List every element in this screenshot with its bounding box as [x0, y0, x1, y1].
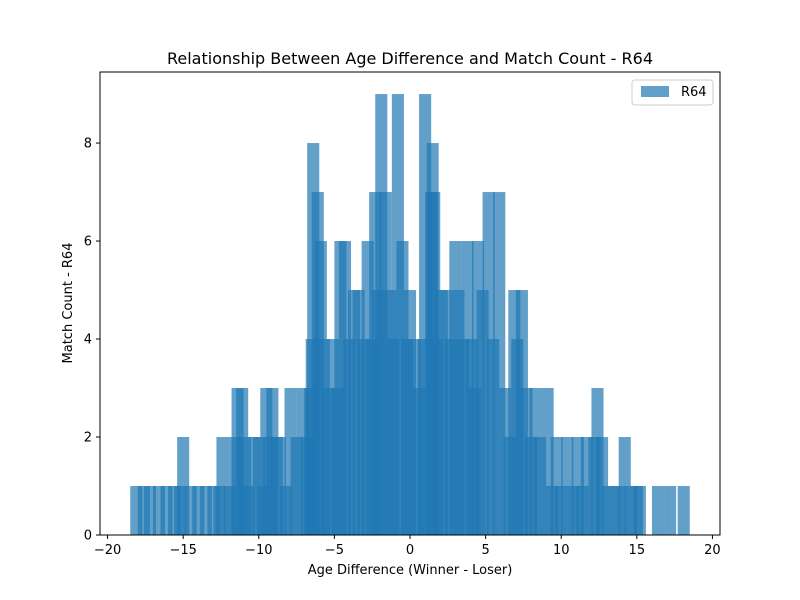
- x-tick-label: 15: [629, 543, 646, 558]
- bar: [664, 486, 677, 535]
- y-tick-label: 0: [84, 529, 92, 544]
- x-tick-label: 5: [481, 543, 489, 558]
- bar-series-r64: [130, 94, 690, 536]
- legend-swatch: [641, 86, 669, 97]
- x-tick-label: −10: [245, 543, 272, 558]
- bar: [677, 486, 690, 535]
- legend: R64: [631, 79, 714, 106]
- y-tick-label: 2: [84, 431, 92, 446]
- x-tick-label: 20: [704, 543, 721, 558]
- x-tick-label: 0: [406, 543, 414, 558]
- chart-title: Relationship Between Age Difference and …: [167, 49, 653, 68]
- y-tick-label: 8: [84, 137, 92, 152]
- y-axis-label: Match Count - R64: [61, 243, 76, 364]
- bar: [633, 486, 646, 535]
- y-tick-label: 6: [84, 235, 92, 250]
- legend-label: R64: [681, 85, 707, 100]
- y-axis-ticks: 0 2 4 6 8: [84, 137, 100, 544]
- bar: [143, 486, 156, 535]
- plot-frame: [99, 71, 721, 536]
- x-tick-label: −5: [325, 543, 344, 558]
- x-tick-label: 10: [553, 543, 570, 558]
- bar: [651, 486, 665, 535]
- y-tick-label: 4: [84, 333, 92, 348]
- x-axis-label: Age Difference (Winner - Loser): [308, 563, 513, 578]
- x-tick-label: −20: [94, 543, 121, 558]
- x-axis-ticks: −20 −15 −10 −5 0 5 10 15 20: [94, 535, 721, 558]
- x-tick-label: −15: [169, 543, 196, 558]
